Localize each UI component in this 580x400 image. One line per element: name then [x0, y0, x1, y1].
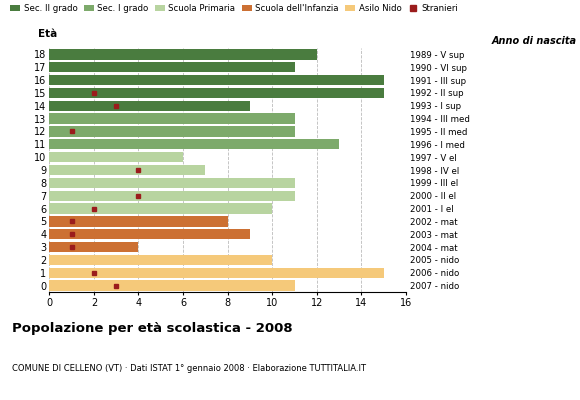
Bar [49, 139, 339, 150]
Bar [49, 62, 295, 72]
Bar [49, 114, 295, 124]
Text: Età: Età [38, 29, 57, 39]
Bar [49, 75, 384, 85]
Bar [49, 101, 250, 111]
Bar [49, 165, 205, 175]
Bar [49, 88, 384, 98]
Bar [49, 152, 183, 162]
Bar [49, 178, 295, 188]
Bar [49, 255, 272, 265]
Legend: Sec. II grado, Sec. I grado, Scuola Primaria, Scuola dell'Infanzia, Asilo Nido, : Sec. II grado, Sec. I grado, Scuola Prim… [10, 4, 458, 13]
Bar [49, 49, 317, 60]
Text: Popolazione per età scolastica - 2008: Popolazione per età scolastica - 2008 [12, 322, 292, 335]
Bar [49, 242, 139, 252]
Bar [49, 126, 295, 137]
Text: COMUNE DI CELLENO (VT) · Dati ISTAT 1° gennaio 2008 · Elaborazione TUTTITALIA.IT: COMUNE DI CELLENO (VT) · Dati ISTAT 1° g… [12, 364, 365, 373]
Bar [49, 203, 272, 214]
Bar [49, 280, 295, 291]
Bar [49, 229, 250, 239]
Bar [49, 268, 384, 278]
Text: Anno di nascita: Anno di nascita [492, 36, 577, 46]
Bar [49, 190, 295, 201]
Bar [49, 216, 227, 226]
